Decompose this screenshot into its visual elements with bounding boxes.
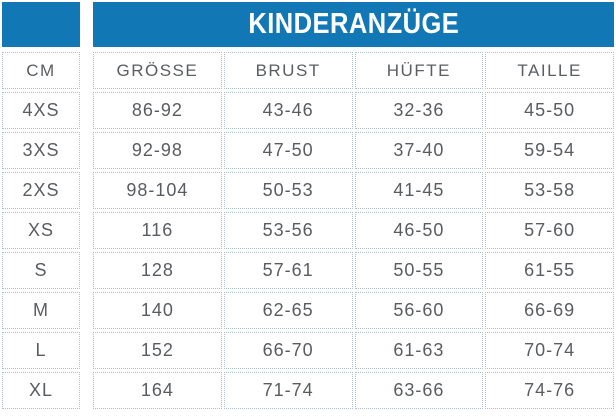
value-cell: 59-54: [485, 132, 614, 169]
value-cell: 57-61: [223, 252, 353, 289]
size-cell: 4XS: [2, 92, 80, 129]
column-header-huefte: HÜFTE: [354, 52, 484, 89]
size-cell: L: [2, 332, 80, 369]
value-cell: 57-60: [485, 212, 614, 249]
value-cell: 32-36: [354, 92, 484, 129]
value-cell: 61-55: [485, 252, 614, 289]
value-cell: 50-55: [354, 252, 484, 289]
value-cell: 164: [93, 372, 222, 409]
value-cell: 46-50: [354, 212, 484, 249]
column-header-brust: BRUST: [223, 52, 353, 89]
size-cell: M: [2, 292, 80, 329]
value-cell: 41-45: [354, 172, 484, 209]
value-cell: 37-40: [354, 132, 484, 169]
value-cell: 47-50: [223, 132, 353, 169]
size-cell: 2XS: [2, 172, 80, 209]
value-cell: 98-104: [93, 172, 222, 209]
value-cell: 62-65: [223, 292, 353, 329]
value-cell: 86-92: [93, 92, 222, 129]
column-header-groesse: GRÖSSE: [93, 52, 222, 89]
measurements-section: KINDERANZÜGE GRÖSSE BRUST HÜFTE TAILLE 8…: [93, 2, 614, 414]
value-cell: 71-74: [223, 372, 353, 409]
column-header-cm: CM: [2, 52, 80, 89]
size-cell: 3XS: [2, 132, 80, 169]
value-cell: 70-74: [485, 332, 614, 369]
value-cell: 45-50: [485, 92, 614, 129]
value-cell: 140: [93, 292, 222, 329]
size-cell: XL: [2, 372, 80, 409]
value-cell: 61-63: [354, 332, 484, 369]
value-cell: 56-60: [354, 292, 484, 329]
value-cell: 53-58: [485, 172, 614, 209]
value-cell: 74-76: [485, 372, 614, 409]
measurements-grid: GRÖSSE BRUST HÜFTE TAILLE 86-92 43-46 32…: [93, 52, 614, 409]
value-cell: 116: [93, 212, 222, 249]
value-cell: 152: [93, 332, 222, 369]
value-cell: 50-53: [223, 172, 353, 209]
value-cell: 128: [93, 252, 222, 289]
table-title-bar: KINDERANZÜGE: [93, 2, 614, 47]
size-column: CM 4XS 3XS 2XS XS S M L XL: [2, 2, 80, 414]
value-cell: 66-70: [223, 332, 353, 369]
size-column-header-spacer: [2, 2, 80, 47]
value-cell: 53-56: [223, 212, 353, 249]
table-title: KINDERANZÜGE: [248, 8, 459, 40]
value-cell: 43-46: [223, 92, 353, 129]
column-header-taille: TAILLE: [485, 52, 614, 89]
size-cell: S: [2, 252, 80, 289]
value-cell: 92-98: [93, 132, 222, 169]
size-cell: XS: [2, 212, 80, 249]
value-cell: 63-66: [354, 372, 484, 409]
value-cell: 66-69: [485, 292, 614, 329]
